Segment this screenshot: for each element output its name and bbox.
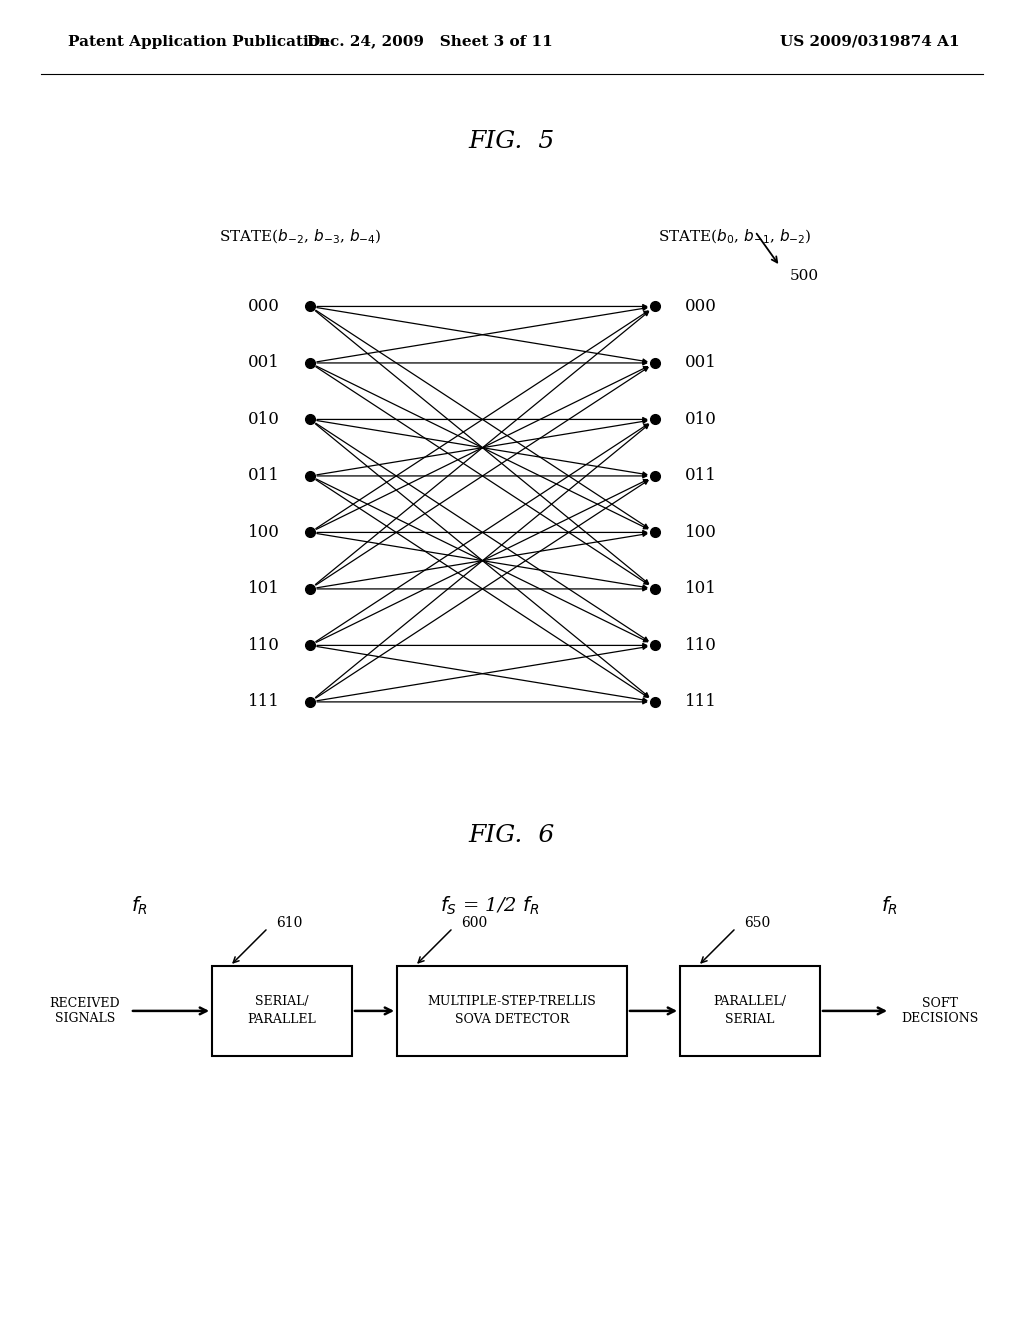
Text: 110: 110 [685,638,717,653]
Text: Dec. 24, 2009   Sheet 3 of 11: Dec. 24, 2009 Sheet 3 of 11 [307,34,553,49]
Text: 000: 000 [248,298,280,315]
Text: $f_R$: $f_R$ [882,895,898,917]
Text: US 2009/0319874 A1: US 2009/0319874 A1 [780,34,959,49]
Text: 010: 010 [685,411,717,428]
Text: 001: 001 [685,355,717,371]
Text: 001: 001 [248,355,280,371]
Text: SOFT
DECISIONS: SOFT DECISIONS [901,997,979,1024]
Text: PARALLEL/
SERIAL: PARALLEL/ SERIAL [714,995,786,1027]
Bar [212,966,352,1056]
Text: 110: 110 [248,638,280,653]
Text: $f_S$ = 1/2 $f_R$: $f_S$ = 1/2 $f_R$ [440,895,540,917]
Text: FIG.  6: FIG. 6 [469,825,555,847]
Text: 600: 600 [461,916,487,931]
Text: 500: 500 [790,269,819,284]
Text: 101: 101 [248,581,280,598]
Bar [680,966,820,1056]
Text: 100: 100 [685,524,717,541]
Text: RECEIVED
SIGNALS: RECEIVED SIGNALS [50,997,120,1024]
Text: FIG.  5: FIG. 5 [469,129,555,153]
Text: 011: 011 [685,467,717,484]
Text: 111: 111 [248,693,280,710]
Text: STATE($b_0$, $b_{-1}$, $b_{-2}$): STATE($b_0$, $b_{-1}$, $b_{-2}$) [658,227,812,246]
Text: 000: 000 [685,298,717,315]
Text: 100: 100 [248,524,280,541]
Bar [397,966,627,1056]
Text: 650: 650 [744,916,770,931]
Text: 111: 111 [685,693,717,710]
Text: 101: 101 [685,581,717,598]
Text: Patent Application Publication: Patent Application Publication [68,34,330,49]
Text: $f_R$: $f_R$ [131,895,148,917]
Text: STATE($b_{-2}$, $b_{-3}$, $b_{-4}$): STATE($b_{-2}$, $b_{-3}$, $b_{-4}$) [219,227,381,246]
Text: 010: 010 [248,411,280,428]
Text: SERIAL/
PARALLEL: SERIAL/ PARALLEL [248,995,316,1027]
Text: 011: 011 [248,467,280,484]
Text: 610: 610 [276,916,302,931]
Text: MULTIPLE-STEP-TRELLIS
SOVA DETECTOR: MULTIPLE-STEP-TRELLIS SOVA DETECTOR [428,995,596,1027]
